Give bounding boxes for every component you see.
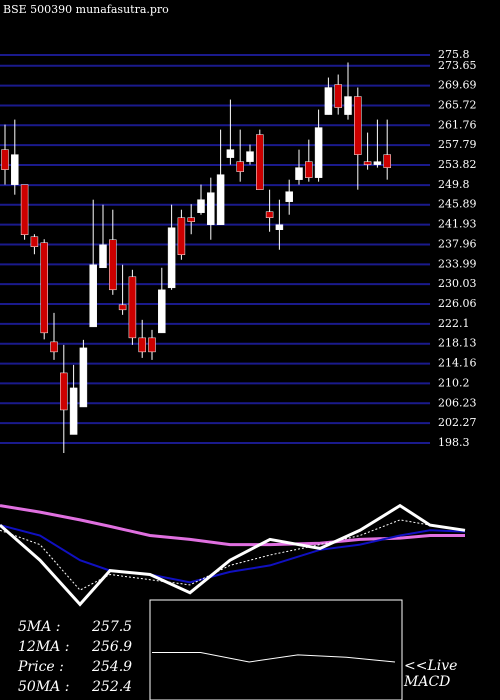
candle-body	[207, 192, 215, 225]
candle-body	[197, 199, 205, 213]
candle-body	[79, 347, 88, 408]
y-tick-label: 210.2	[438, 376, 470, 389]
candle-body	[216, 174, 225, 225]
indicator-line	[152, 652, 396, 663]
stat-label: 50MA :	[18, 679, 69, 695]
candle-body	[354, 96, 362, 155]
y-tick-label: 257.79	[438, 138, 477, 151]
stat-value: 257.5	[91, 619, 132, 635]
indicator-line	[0, 503, 466, 607]
indicator-line	[0, 524, 466, 584]
candle-body	[314, 127, 323, 178]
candle-body	[109, 239, 117, 291]
candle-body	[69, 387, 78, 435]
candle-body	[344, 96, 352, 115]
candle-body	[11, 154, 19, 185]
y-tick-label: 214.16	[438, 357, 477, 370]
candle-body	[236, 161, 244, 172]
candle-body	[373, 161, 382, 165]
candle-body	[20, 184, 29, 235]
y-tick-label: 249.8	[438, 178, 470, 191]
candle-body	[40, 242, 48, 334]
candle-body	[275, 224, 284, 230]
candle-body	[158, 289, 166, 334]
chart-title: BSE 500390 munafasutra.pro	[3, 3, 169, 16]
candle-body	[295, 167, 303, 180]
macd-box	[149, 599, 403, 700]
stat-value: 256.9	[91, 639, 132, 655]
candle-body	[324, 87, 333, 115]
y-tick-label: 261.76	[438, 118, 477, 131]
candle-body	[334, 84, 342, 108]
candle-body	[138, 337, 146, 353]
stat-label: 5MA :	[18, 619, 61, 635]
candle-body	[99, 244, 107, 269]
candle-body	[383, 154, 391, 168]
candle-body	[285, 191, 293, 202]
y-tick-label: 241.93	[438, 218, 477, 231]
y-tick-label: 233.99	[438, 257, 477, 270]
y-tick-label: 265.72	[438, 98, 477, 111]
candle-body	[305, 161, 313, 178]
y-tick-label: 237.96	[438, 237, 477, 250]
y-tick-label: 273.65	[438, 59, 477, 72]
y-tick-label: 206.23	[438, 396, 477, 409]
candle-body	[118, 304, 127, 311]
macd-label: MACD	[403, 674, 450, 690]
y-tick-label: 275.8	[438, 48, 470, 61]
candle-body	[226, 149, 235, 158]
candle-body	[167, 227, 176, 289]
candle-body	[265, 211, 274, 218]
stat-value: 254.9	[91, 659, 132, 675]
candle-body	[50, 341, 58, 353]
candle-body	[128, 276, 137, 339]
candle-body	[60, 372, 68, 411]
indicator-line	[0, 504, 465, 547]
candle-body	[246, 151, 254, 162]
y-tick-label: 245.89	[438, 198, 477, 211]
stat-label: Price :	[17, 659, 64, 675]
stat-label: 12MA :	[18, 639, 69, 655]
candle-body	[148, 337, 156, 353]
y-tick-label: 202.27	[438, 416, 477, 429]
candle-body	[363, 161, 372, 165]
y-tick-label: 198.3	[438, 436, 470, 449]
y-tick-label: 226.06	[438, 297, 477, 310]
y-tick-label: 269.69	[438, 79, 477, 92]
candle-body	[30, 236, 39, 247]
live-label: <<Live	[404, 658, 457, 674]
candle-body	[187, 217, 195, 222]
y-tick-label: 253.82	[438, 158, 477, 171]
candle-body	[89, 264, 97, 328]
candle-body	[1, 149, 9, 170]
candle-body	[256, 134, 264, 190]
y-tick-label: 218.13	[438, 337, 477, 350]
y-tick-label: 230.03	[438, 277, 477, 290]
y-tick-label: 222.1	[438, 317, 470, 330]
candle-body	[177, 217, 186, 256]
stat-value: 252.4	[91, 679, 132, 695]
